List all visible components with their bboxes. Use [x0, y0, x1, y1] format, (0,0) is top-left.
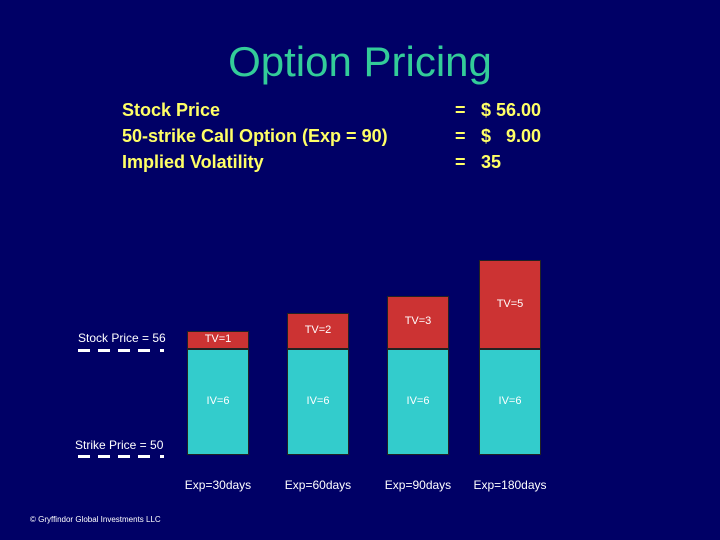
strike-price-level-label: Strike Price = 50	[75, 438, 164, 452]
stock-price-dash	[160, 349, 164, 352]
intrinsic-value-segment	[287, 348, 349, 455]
x-axis-label: Exp=90days	[384, 478, 452, 492]
bar-1: TV=1 IV=6	[187, 331, 249, 455]
info-row-implied-volatility: = 35	[455, 149, 541, 175]
stock-price-dash	[98, 349, 110, 352]
intrinsic-value-label: IV=6	[306, 394, 330, 407]
info-value-call-option: $ 9.00	[481, 126, 542, 146]
intrinsic-value-segment	[187, 348, 249, 455]
x-axis-label: Exp=60days	[284, 478, 352, 492]
intrinsic-value-segment	[387, 348, 449, 455]
equals-sign: =	[455, 126, 466, 146]
page-title: Option Pricing	[228, 38, 492, 85]
intrinsic-value-label: IV=6	[498, 394, 522, 407]
intrinsic-value-label: IV=6	[406, 394, 430, 407]
equals-sign: =	[455, 100, 466, 120]
stock-price-dash	[118, 349, 130, 352]
info-value-implied-volatility: 35	[481, 152, 502, 172]
info-values: = $ 56.00 = $ 9.00 = 35	[455, 97, 541, 175]
bar-3: TV=3 IV=6	[387, 295, 449, 455]
intrinsic-value-segment	[479, 348, 541, 455]
strike-price-dash	[138, 455, 150, 458]
time-value-label: TV=3	[404, 315, 432, 328]
x-axis-label: Exp=180days	[473, 478, 547, 492]
stock-price-dash	[78, 349, 90, 352]
info-row-stock-price: = $ 56.00	[455, 97, 541, 123]
copyright-notice: © Gryffindor Global Investments LLC	[30, 515, 161, 524]
time-value-segment	[287, 313, 349, 349]
strike-price-dash	[98, 455, 110, 458]
time-value-segment	[387, 295, 449, 349]
strike-price-dash	[78, 455, 90, 458]
time-value-segment	[479, 260, 541, 349]
info-label-call-option: 50-strike Call Option (Exp = 90)	[122, 126, 388, 146]
strike-price-dash	[118, 455, 130, 458]
info-label-stock-price: Stock Price	[122, 100, 221, 120]
equals-sign: =	[455, 152, 466, 172]
time-value-label: TV=2	[304, 324, 332, 337]
stock-price-dash	[138, 349, 150, 352]
time-value-label: TV=5	[496, 297, 524, 310]
info-row-call-option: = $ 9.00	[455, 123, 541, 149]
info-label-implied-volatility: Implied Volatility	[122, 152, 264, 172]
x-axis-label: Exp=30days	[184, 478, 252, 492]
stock-price-level-label: Stock Price = 56	[78, 331, 166, 345]
strike-price-dash	[160, 455, 164, 458]
bar-4: TV=5 IV=6	[479, 260, 541, 455]
time-value-label: TV=1	[204, 332, 232, 345]
time-value-segment	[187, 331, 249, 349]
info-labels: Stock Price 50-strike Call Option (Exp =…	[122, 97, 388, 175]
info-value-stock-price: $ 56.00	[481, 100, 542, 120]
bar-2: TV=2 IV=6	[287, 313, 349, 455]
intrinsic-value-label: IV=6	[206, 394, 230, 407]
